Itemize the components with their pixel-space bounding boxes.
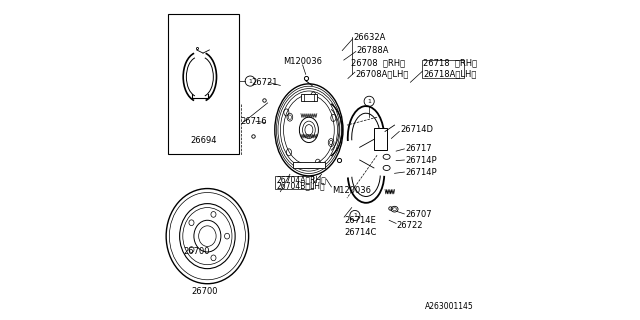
Text: 26700: 26700	[191, 287, 218, 296]
Ellipse shape	[278, 89, 340, 171]
Text: 26722: 26722	[397, 220, 423, 229]
Ellipse shape	[284, 95, 334, 165]
Bar	[168, 14, 239, 154]
Text: 1: 1	[367, 99, 371, 104]
Text: M120036: M120036	[332, 186, 371, 195]
Text: 26708  〈RH〉: 26708 〈RH〉	[351, 59, 405, 68]
Ellipse shape	[166, 188, 248, 284]
Text: 26714P: 26714P	[405, 168, 436, 177]
Text: 26632A: 26632A	[353, 33, 386, 42]
Text: 26704B〈LH〉: 26704B〈LH〉	[276, 181, 325, 190]
Text: 26718A〈LH〉: 26718A〈LH〉	[423, 70, 476, 79]
Text: 26714E: 26714E	[345, 216, 376, 225]
Text: 26788A: 26788A	[356, 46, 389, 55]
Text: M120036: M120036	[283, 57, 322, 66]
Text: A263001145: A263001145	[425, 302, 474, 311]
Text: 26714C: 26714C	[345, 228, 377, 237]
Bar	[275, 177, 313, 188]
Text: 26700: 26700	[183, 247, 209, 257]
Text: 26714P: 26714P	[405, 156, 436, 164]
Text: 26721: 26721	[252, 78, 278, 87]
Text: 1: 1	[353, 213, 357, 218]
Bar	[374, 128, 387, 150]
Text: 26694: 26694	[190, 136, 217, 146]
Text: 26717: 26717	[405, 144, 431, 153]
Bar	[293, 162, 324, 168]
Text: 26716: 26716	[240, 117, 267, 126]
Ellipse shape	[280, 91, 337, 169]
Text: 26704A〈RH〉: 26704A〈RH〉	[276, 176, 326, 185]
Text: 26714D: 26714D	[400, 125, 433, 134]
Ellipse shape	[275, 84, 343, 176]
Text: 26707: 26707	[405, 210, 431, 219]
Ellipse shape	[276, 86, 341, 173]
Text: 26718  〈RH〉: 26718 〈RH〉	[423, 59, 477, 68]
Bar	[301, 94, 317, 101]
Text: 1: 1	[248, 79, 252, 84]
Text: 26708A〈LH〉: 26708A〈LH〉	[356, 70, 409, 79]
Bar	[422, 60, 464, 78]
